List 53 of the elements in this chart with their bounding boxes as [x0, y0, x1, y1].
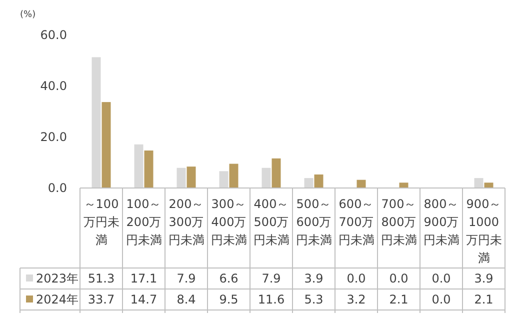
legend-label: 2024年 — [36, 292, 79, 306]
legend-label: 2023年 — [36, 272, 79, 286]
bar — [134, 144, 144, 188]
data-label: 51.3 — [88, 272, 115, 286]
bar — [229, 164, 238, 188]
x-tick-label: 900～1000万円未満 — [466, 197, 502, 265]
x-tick-label: 500～600万円未満 — [296, 197, 332, 247]
data-label: 5.3 — [304, 292, 324, 306]
data-label: 0.0 — [346, 272, 366, 286]
x-tick-label: 100～200万円未満 — [126, 197, 162, 247]
data-label: 9.5 — [219, 292, 238, 306]
x-tick-label: 400～500万円未満 — [253, 197, 290, 247]
y-tick-label: 20.0 — [40, 130, 67, 144]
bar — [304, 178, 314, 188]
data-label: 33.7 — [88, 292, 115, 306]
bar — [186, 166, 196, 188]
bar — [314, 174, 324, 188]
bar — [474, 178, 484, 188]
x-tick-label: 200～300万円未満 — [168, 197, 204, 247]
x-tick-label: 300～400万円未満 — [210, 197, 247, 247]
bar — [272, 158, 281, 188]
bar — [176, 168, 186, 188]
x-tick-label: 700～800万円未満 — [380, 197, 417, 247]
bar — [262, 168, 271, 188]
bar — [399, 182, 408, 188]
data-label: 6.6 — [219, 272, 238, 286]
x-tick-label: 800～900万円未満 — [423, 197, 460, 247]
y-tick-label: 40.0 — [40, 79, 67, 93]
data-label: 11.6 — [258, 292, 285, 306]
data-label: 0.0 — [389, 272, 408, 286]
data-label: 0.0 — [432, 292, 451, 306]
bar — [219, 171, 228, 188]
bar — [144, 150, 154, 188]
x-tick-label: 600～700万円未満 — [338, 197, 374, 247]
y-axis-title: (%) — [20, 10, 36, 20]
y-tick-label: 0.0 — [48, 181, 67, 195]
bar — [356, 180, 366, 188]
data-label: 8.4 — [176, 292, 196, 306]
bar — [102, 102, 111, 188]
data-label: 3.2 — [346, 292, 366, 306]
data-label: 7.9 — [262, 272, 281, 286]
bar — [92, 57, 101, 188]
data-label: 0.0 — [432, 272, 451, 286]
x-tick-label: ～100万円未満 — [83, 197, 120, 247]
data-label: 3.9 — [304, 272, 324, 286]
bar — [484, 182, 494, 188]
data-label: 17.1 — [130, 272, 158, 286]
y-tick-label: 60.0 — [40, 28, 67, 42]
data-label: 3.9 — [474, 272, 494, 286]
data-label: 2.1 — [389, 292, 408, 306]
data-label: 2.1 — [474, 292, 494, 306]
data-label: 7.9 — [176, 272, 196, 286]
data-label: 14.7 — [130, 292, 158, 306]
